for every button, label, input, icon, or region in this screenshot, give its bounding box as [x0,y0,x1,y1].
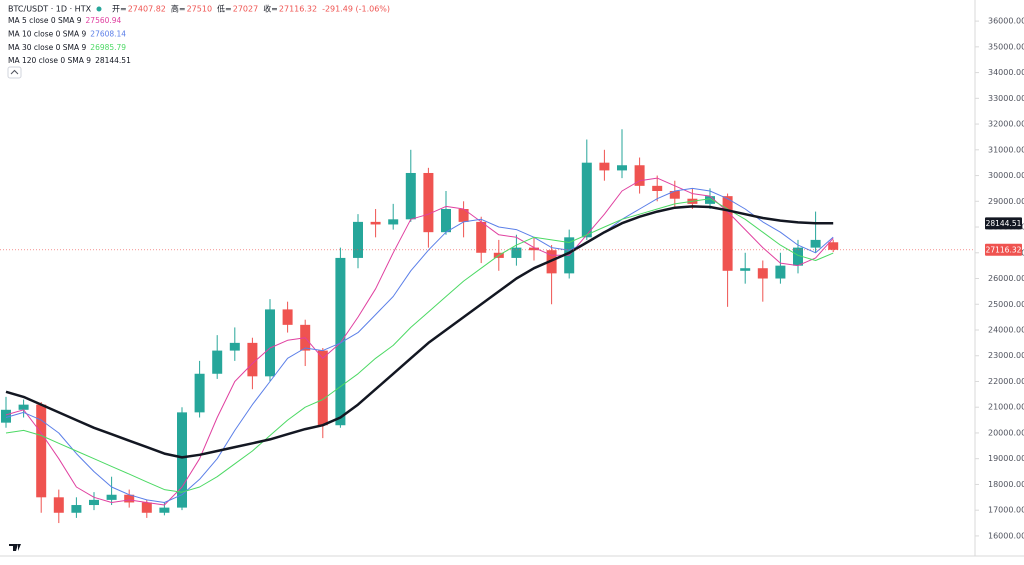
candle-body [177,412,187,508]
legend-value: 28144.51 [95,56,131,65]
tv-logo [9,544,21,551]
candle-body [18,404,29,410]
candle-body [529,247,539,251]
candle-body [124,494,135,503]
last-price-badge: 27116.32 [986,245,1022,254]
last-price-badge-bg [985,243,1022,256]
candle-body [265,309,275,377]
candle-body [212,350,223,374]
candle-body [441,209,451,233]
y-tick-label: 25000.00 [988,300,1024,309]
y-tick-label: 34000.00 [988,68,1024,77]
candle-body [810,239,821,248]
candle-body [775,265,786,279]
legend-value: 26985.79 [90,43,126,52]
candle-body [89,499,99,506]
candle-body [282,309,293,325]
ohlc-label: 低= [217,4,232,14]
candle-body [405,172,416,220]
candle-body [476,221,487,253]
candle-body [1,409,11,423]
candle-body [722,196,733,271]
candle-body [194,373,205,413]
y-tick-label: 31000.00 [988,145,1024,154]
legend: BTC/USDT · 1D · HTX 开= 27407.82 高= 27510 低= 27… [7,4,390,79]
y-tick-label: 22000.00 [988,377,1024,386]
ohlc-value: 27116.32 [279,5,317,14]
y-tick-label: 18000.00 [988,480,1024,489]
ma-line [5,177,834,506]
candle-body [247,342,258,377]
ma-line [5,198,834,493]
legend-value: 27608.14 [90,29,126,38]
y-tick-label: 21000.00 [988,403,1024,412]
y-tick-label: 35000.00 [988,42,1024,51]
ohlc-value: 27027 [233,5,258,14]
candle-body [458,209,469,222]
candle-body [141,502,152,513]
legend-value: 27560.94 [86,16,122,25]
ma-line [5,205,834,459]
plot-area [0,129,975,524]
y-tick-label: 26000.00 [988,274,1024,283]
legend-name: MA 5 close 0 SMA 9 [8,16,82,25]
legend-name: MA 10 close 0 SMA 9 [8,29,87,38]
candle-body [669,190,680,199]
y-tick-label: 16000.00 [988,531,1024,540]
y-tick-label: 36000.00 [988,17,1024,26]
y-tick-label: 23000.00 [988,351,1024,360]
candle-body [793,247,803,266]
ohlc-label: 开= [112,5,127,14]
legend-name: MA 30 close 0 SMA 9 [8,43,87,52]
candle-body [71,505,82,513]
candle-body [511,247,522,258]
candle-body [388,219,399,225]
candle-body [353,221,363,258]
candle-body [159,507,170,513]
candle-body [581,162,592,238]
candle-body [370,221,381,225]
y-tick-label: 19000.00 [988,454,1024,463]
candle-body [36,404,47,498]
ma-price-badge-bg [985,217,1022,230]
y-tick-label: 33000.00 [988,94,1024,103]
ohlc-label: 收= [263,4,278,14]
ohlc-value: 27407.82 [128,5,166,14]
ma-price-badge: 28144.51 [986,219,1022,228]
ma-line [5,187,834,503]
y-tick-label: 30000.00 [988,171,1024,180]
change: -291.49 (-1.06%) [322,5,390,14]
ohlc-label: 高= [171,4,186,14]
candle-body [317,350,328,426]
candle-body [828,242,839,250]
candle-body [634,165,645,186]
candle-body [705,196,715,204]
y-tick-label: 32000.00 [988,120,1024,129]
candle-body [53,497,64,513]
candle-body [106,494,117,500]
ohlc-value: 27510 [187,5,212,14]
candle-body [335,257,346,426]
y-tick-label: 17000.00 [988,506,1024,515]
collapse-button[interactable] [7,66,22,79]
symbol: BTC/USDT · 1D · HTX [8,5,92,14]
candle-body [229,342,240,351]
candle-body [423,172,434,233]
y-tick-label: 24000.00 [988,325,1024,334]
legend-name: MA 120 close 0 SMA 9 [8,56,91,65]
candle-body [740,268,751,271]
candle-body [617,165,627,171]
price-axis: 16000.00 17000.00 18000.00 19000.00 20000.00… [975,17,1024,540]
status-dot [96,6,102,12]
y-tick-label: 20000.00 [988,428,1024,437]
collapse-icon[interactable] [10,69,19,75]
candle-body [757,268,768,279]
candle-body [652,185,663,191]
candle-body [599,162,610,171]
y-tick-label: 29000.00 [988,197,1024,206]
